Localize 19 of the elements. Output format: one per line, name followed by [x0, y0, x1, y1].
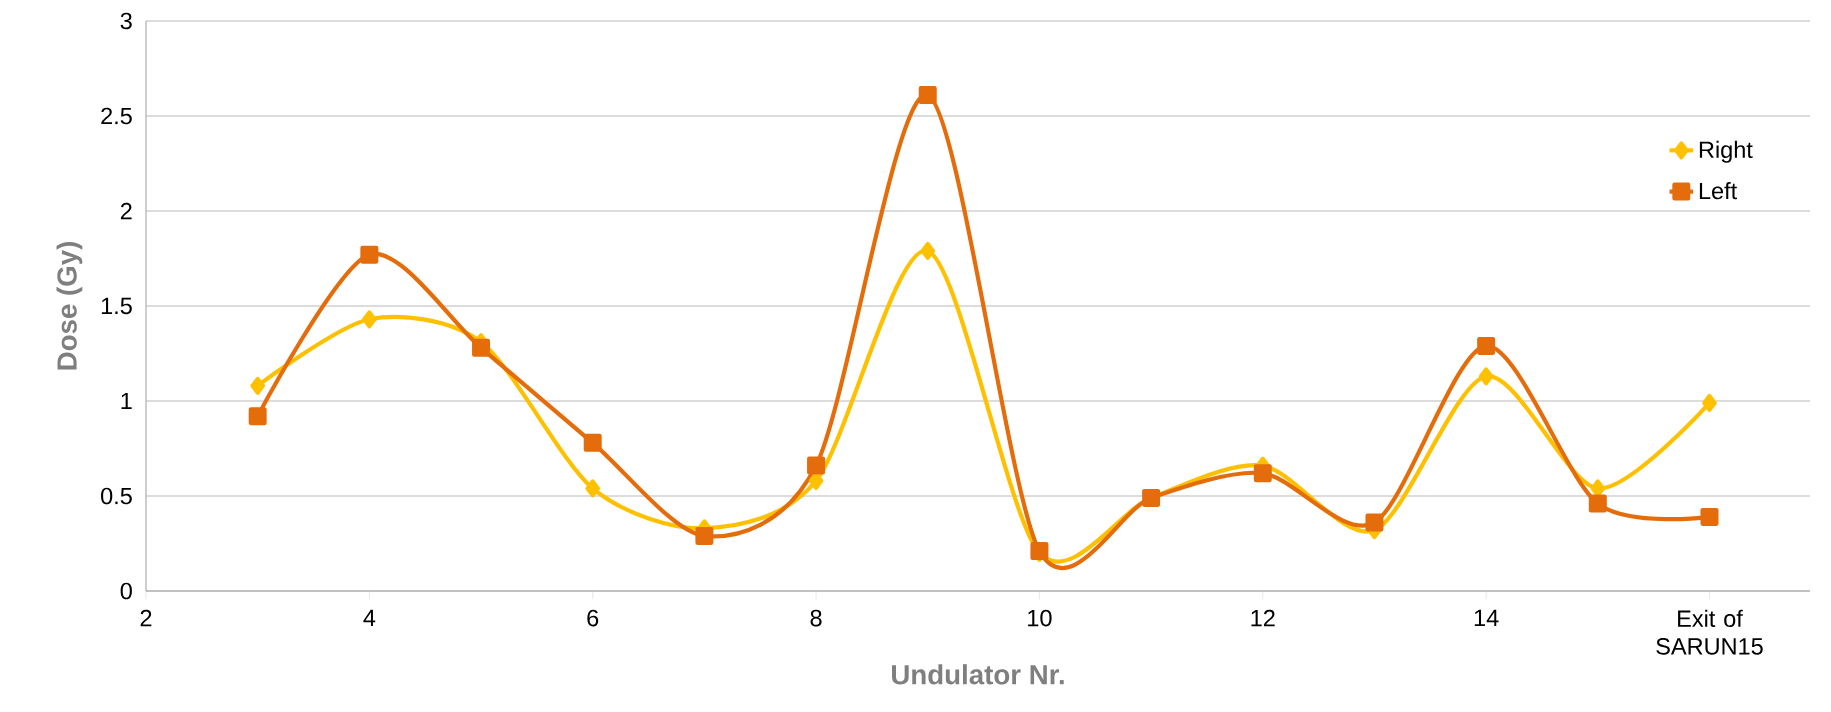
x-tick-label: 4 — [363, 609, 376, 626]
y-tick-label: 1 — [121, 392, 132, 410]
y-axis-title: Dose (Gy) — [56, 242, 83, 370]
y-tick-label: 0 — [120, 582, 132, 600]
y-tick-label: 3 — [120, 12, 132, 30]
x-tick-label: 14 — [1474, 609, 1499, 626]
x-tick-label: 8 — [810, 609, 822, 627]
legend-label: Right — [1699, 140, 1753, 163]
y-tick-label: 2.5 — [101, 107, 132, 125]
x-axis-title: Undulator Nr. — [892, 664, 1064, 685]
x-tick-label: 2 — [140, 609, 152, 627]
legend-label: Left — [1699, 182, 1738, 200]
x-tick-label: Exit of SARUN15 — [1656, 609, 1763, 655]
x-tick-label: 10 — [1028, 609, 1052, 627]
y-tick-label: 2 — [120, 202, 132, 220]
x-tick-label: 6 — [587, 609, 599, 627]
x-tick-label: 12 — [1251, 609, 1275, 627]
y-tick-label: 1.5 — [101, 297, 132, 315]
y-tick-label: 0.5 — [101, 487, 132, 505]
